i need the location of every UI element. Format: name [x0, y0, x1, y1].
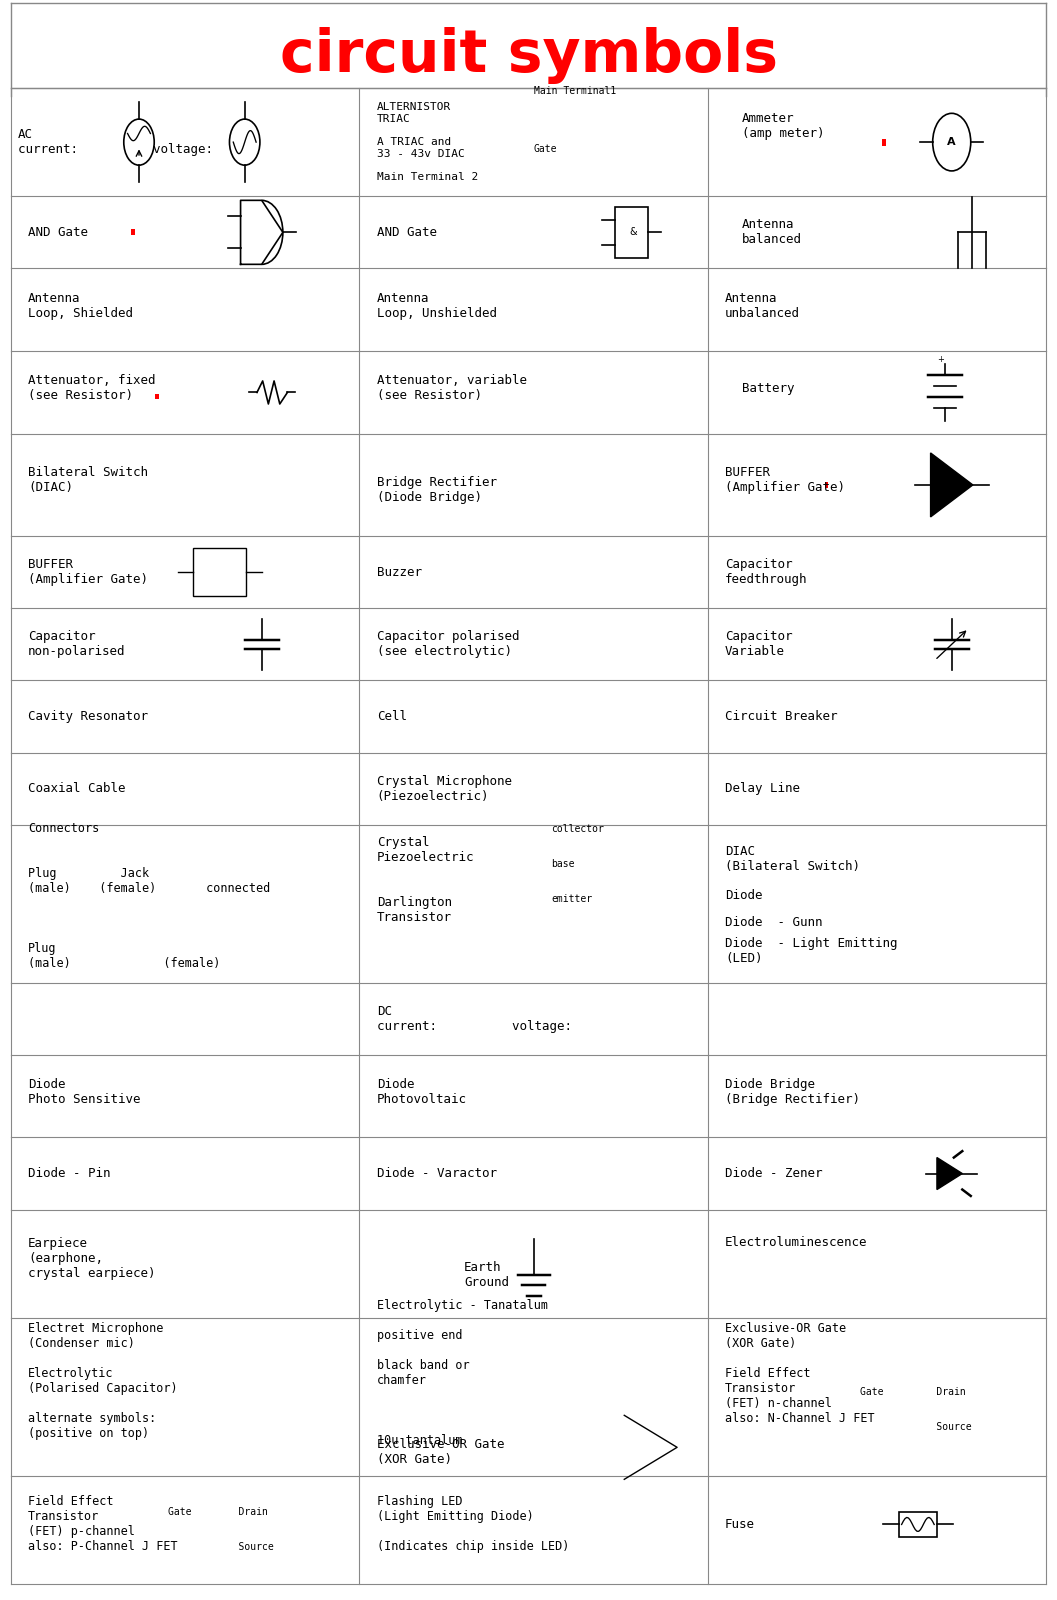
Text: Connectors


Plug         Jack
(male)    (female)       connected



Plug
(male): Connectors Plug Jack (male) (female) con… — [29, 822, 271, 970]
Text: circuit symbols: circuit symbols — [279, 27, 778, 85]
Bar — [900, 1512, 937, 1536]
Text: Battery: Battery — [742, 382, 795, 395]
Text: Gate        Drain


            Source: Gate Drain Source — [168, 1507, 274, 1552]
Text: Attenuator, fixed
(see Resistor): Attenuator, fixed (see Resistor) — [29, 374, 155, 402]
Text: Ammeter
(amp meter): Ammeter (amp meter) — [742, 112, 824, 139]
Text: Electrolytic - Tanatalum

positive end

black band or
chamfer



10u tantalum: Electrolytic - Tanatalum positive end bl… — [377, 1299, 548, 1446]
Text: Diode - Varactor: Diode - Varactor — [377, 1166, 497, 1181]
Text: Gate         Drain


             Source: Gate Drain Source — [860, 1387, 972, 1432]
Text: Diode  - Gunn: Diode - Gunn — [725, 917, 822, 930]
Text: BUFFER
(Amplifier Gate): BUFFER (Amplifier Gate) — [29, 558, 148, 586]
Text: AND Gate: AND Gate — [29, 226, 88, 238]
Text: Attenuator, variable
(see Resistor): Attenuator, variable (see Resistor) — [377, 374, 526, 402]
Text: Capacitor
feedthrough: Capacitor feedthrough — [725, 558, 808, 586]
Text: Antenna
unbalanced: Antenna unbalanced — [725, 291, 800, 320]
Text: Cell: Cell — [377, 710, 407, 723]
Text: Crystal Microphone
(Piezoelectric): Crystal Microphone (Piezoelectric) — [377, 774, 512, 803]
Bar — [131, 229, 134, 235]
Text: Crystal
Piezoelectric


Darlington
Transistor: Crystal Piezoelectric Darlington Transis… — [377, 835, 475, 923]
Text: Diode - Pin: Diode - Pin — [29, 1166, 111, 1181]
Text: collector


base


emitter: collector base emitter — [552, 824, 605, 904]
Polygon shape — [937, 1157, 962, 1189]
Text: AND Gate: AND Gate — [377, 226, 437, 238]
Text: DC
current:          voltage:: DC current: voltage: — [377, 1005, 572, 1032]
Text: Antenna
Loop, Unshielded: Antenna Loop, Unshielded — [377, 291, 497, 320]
Text: Diode - Zener: Diode - Zener — [725, 1166, 822, 1181]
Text: &: & — [630, 227, 637, 237]
Text: Diode  - Light Emitting
(LED): Diode - Light Emitting (LED) — [725, 938, 897, 965]
Text: Fuse: Fuse — [725, 1518, 755, 1531]
Text: Electroluminescence: Electroluminescence — [725, 1235, 868, 1248]
Text: +: + — [938, 355, 944, 363]
Text: AC
current:          voltage:: AC current: voltage: — [18, 128, 212, 157]
Text: Bridge Rectifier
(Diode Bridge): Bridge Rectifier (Diode Bridge) — [377, 477, 497, 504]
Text: Buzzer: Buzzer — [377, 566, 422, 579]
Text: Earth
Ground: Earth Ground — [464, 1261, 509, 1288]
Text: Exclusive-OR Gate
(XOR Gate): Exclusive-OR Gate (XOR Gate) — [377, 1438, 504, 1466]
Text: Antenna
balanced: Antenna balanced — [742, 218, 802, 246]
Text: Cavity Resonator: Cavity Resonator — [29, 710, 148, 723]
Text: Earpiece
(earphone,
crystal earpiece): Earpiece (earphone, crystal earpiece) — [29, 1237, 155, 1280]
Text: Main Terminal1




Gate: Main Terminal1 Gate — [534, 86, 616, 155]
Polygon shape — [930, 453, 972, 517]
Text: Diode Bridge
(Bridge Rectifier): Diode Bridge (Bridge Rectifier) — [725, 1078, 860, 1106]
Text: Flashing LED
(Light Emitting Diode)

(Indicates chip inside LED): Flashing LED (Light Emitting Diode) (Ind… — [377, 1496, 570, 1554]
Text: Exclusive-OR Gate
(XOR Gate)

Field Effect
Transistor
(FET) n-channel
also: N-Ch: Exclusive-OR Gate (XOR Gate) Field Effec… — [725, 1322, 875, 1424]
Text: Coaxial Cable: Coaxial Cable — [29, 782, 126, 795]
Text: Diode
Photo Sensitive: Diode Photo Sensitive — [29, 1078, 141, 1106]
Text: Antenna
Loop, Shielded: Antenna Loop, Shielded — [29, 291, 133, 320]
Bar — [614, 206, 648, 258]
Text: Capacitor
non-polarised: Capacitor non-polarised — [29, 630, 126, 658]
Text: Capacitor polarised
(see electrolytic): Capacitor polarised (see electrolytic) — [377, 630, 519, 658]
Text: Bilateral Switch
(DIAC): Bilateral Switch (DIAC) — [29, 466, 148, 494]
Bar — [193, 549, 246, 597]
Text: Field Effect
Transistor
(FET) p-channel
also: P-Channel J FET: Field Effect Transistor (FET) p-channel … — [29, 1496, 178, 1554]
Text: A: A — [947, 138, 956, 147]
Bar — [824, 482, 829, 488]
Text: BUFFER
(Amplifier Gate): BUFFER (Amplifier Gate) — [725, 466, 846, 494]
Text: Circuit Breaker: Circuit Breaker — [725, 710, 837, 723]
Text: Diode
Photovoltaic: Diode Photovoltaic — [377, 1078, 467, 1106]
Bar — [155, 394, 159, 400]
Text: DIAC
(Bilateral Switch): DIAC (Bilateral Switch) — [725, 845, 860, 874]
Text: Capacitor
Variable: Capacitor Variable — [725, 630, 793, 658]
Text: Delay Line: Delay Line — [725, 782, 800, 795]
Text: Diode: Diode — [725, 890, 762, 902]
Text: Electret Microphone
(Condenser mic)

Electrolytic
(Polarised Capacitor)

alterna: Electret Microphone (Condenser mic) Elec… — [29, 1322, 178, 1440]
Bar — [882, 139, 887, 146]
Text: ALTERNISTOR
TRIAC

A TRIAC and
33 - 43v DIAC

Main Terminal 2: ALTERNISTOR TRIAC A TRIAC and 33 - 43v D… — [377, 102, 478, 182]
